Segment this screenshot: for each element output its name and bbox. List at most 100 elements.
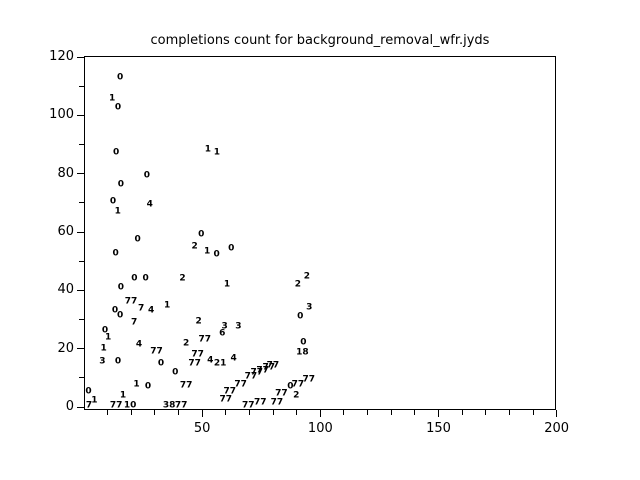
y-axis-tick-label: 40 [57,282,74,298]
data-point-label: 1 [133,379,140,390]
data-point-label: 0 [109,196,117,207]
data-point-label: 4 [207,355,214,366]
data-point-label: 77 [223,386,237,397]
y-axis-minor-tick [79,202,84,204]
data-point-label: 2 [179,273,186,284]
y-axis-minor-tick [79,85,84,87]
x-axis-minor-tick [154,410,156,415]
data-point-label: 1 [108,93,116,104]
data-point-label: 77 [254,397,267,408]
data-point-label: 1 [164,300,171,311]
chart-title: completions count for background_removal… [150,33,490,48]
data-point-label: 2 [293,390,300,401]
data-point-label: 1 [104,332,112,343]
y-axis-tick-label: 120 [49,49,74,64]
data-point-label: 1 [119,390,127,401]
plot-area [84,56,556,410]
data-point-label: 0 [111,305,119,316]
data-point-label: 0 [114,356,122,367]
data-point-label: 2 [303,271,311,282]
x-axis-major-tick [201,410,203,417]
x-axis-tick-label: 100 [307,421,333,436]
data-point-label: 21 [213,358,227,369]
data-point-label: 77 [198,334,212,345]
data-point-label: 4 [135,339,143,350]
data-point-label: 77 [150,346,163,357]
y-axis-minor-tick [79,260,84,262]
data-point-label: 77 [219,394,233,405]
x-axis-minor-tick [296,410,298,415]
x-axis-minor-tick [130,410,132,415]
data-point-label: 10 [123,400,137,411]
data-point-label: 0 [134,234,141,245]
x-axis-minor-tick [225,410,227,415]
data-point-label: 2 [182,338,190,349]
x-axis-tick-label: 50 [193,421,211,436]
x-axis-minor-tick [107,410,109,415]
data-point-label: 0 [113,147,120,158]
y-axis-minor-tick [79,144,84,145]
y-axis-major-tick [77,56,84,58]
y-axis-minor-tick [79,319,84,320]
data-point-label: 1 [204,144,211,155]
data-point-label: 1 [203,246,211,257]
data-point-label: 0 [142,273,149,284]
data-point-label: 3 [235,321,242,332]
data-point-label: 1 [213,147,220,158]
x-axis-minor-tick [532,410,534,415]
data-point-label: 0 [117,282,124,293]
data-point-label: 0 [131,273,138,284]
data-point-label: 77 [188,358,201,369]
data-point-label: 0 [157,358,165,369]
x-axis-minor-tick [272,410,274,415]
data-point-label: 77 [244,371,258,382]
data-point-label: 77 [270,397,284,408]
data-point-label: 18 [296,347,309,358]
data-point-label: 77 [302,374,316,385]
y-axis-tick-label: 80 [57,165,74,181]
data-point-label: 2 [195,316,202,327]
data-point-label: 77 [256,365,269,376]
y-axis-minor-tick [79,377,84,379]
y-axis-tick-label: 100 [49,107,74,123]
data-point-label: 0 [143,170,150,181]
data-point-label: 77 [191,349,204,360]
y-axis-major-tick [77,231,84,233]
data-point-label: 7 [138,303,145,314]
x-axis-minor-tick [390,410,392,415]
y-axis-tick-label: 0 [65,399,74,414]
x-axis-tick-label: 150 [426,421,451,436]
x-axis-major-tick [556,410,558,417]
data-point-label: 7 [85,400,93,411]
x-axis-minor-tick [508,410,510,415]
data-point-label: 0 [101,325,109,336]
data-point-label: 2 [294,279,302,289]
data-point-label: 0 [114,102,122,113]
data-point-label: 3 [221,321,228,331]
data-point-label: 0 [213,249,220,260]
data-point-label: 38 [162,400,176,411]
data-point-label: 3 [306,302,313,313]
data-point-label: 1 [223,279,231,289]
data-point-label: 4 [230,353,237,364]
data-point-label: 77 [174,400,188,411]
x-axis-minor-tick [248,410,250,415]
data-point-label: 0 [144,381,152,392]
data-point-label: 77 [266,360,280,371]
x-axis-tick-label: 200 [544,421,570,436]
data-point-label: 0 [300,337,307,348]
data-point-label: 2 [191,241,198,252]
data-point-label: 0 [117,310,124,321]
data-point-label: 1 [100,343,107,354]
data-point-label: 4 [147,305,155,316]
data-point-label: 4 [146,199,153,210]
data-point-label: 77 [124,296,138,307]
data-point-label: 77 [291,379,305,390]
data-point-label: 3 [99,356,106,367]
data-point-label: 77 [109,400,123,411]
x-axis-minor-tick [461,410,463,415]
data-point-label: 0 [287,381,294,392]
y-axis-major-tick [77,173,84,175]
data-point-label: 77 [241,400,255,411]
